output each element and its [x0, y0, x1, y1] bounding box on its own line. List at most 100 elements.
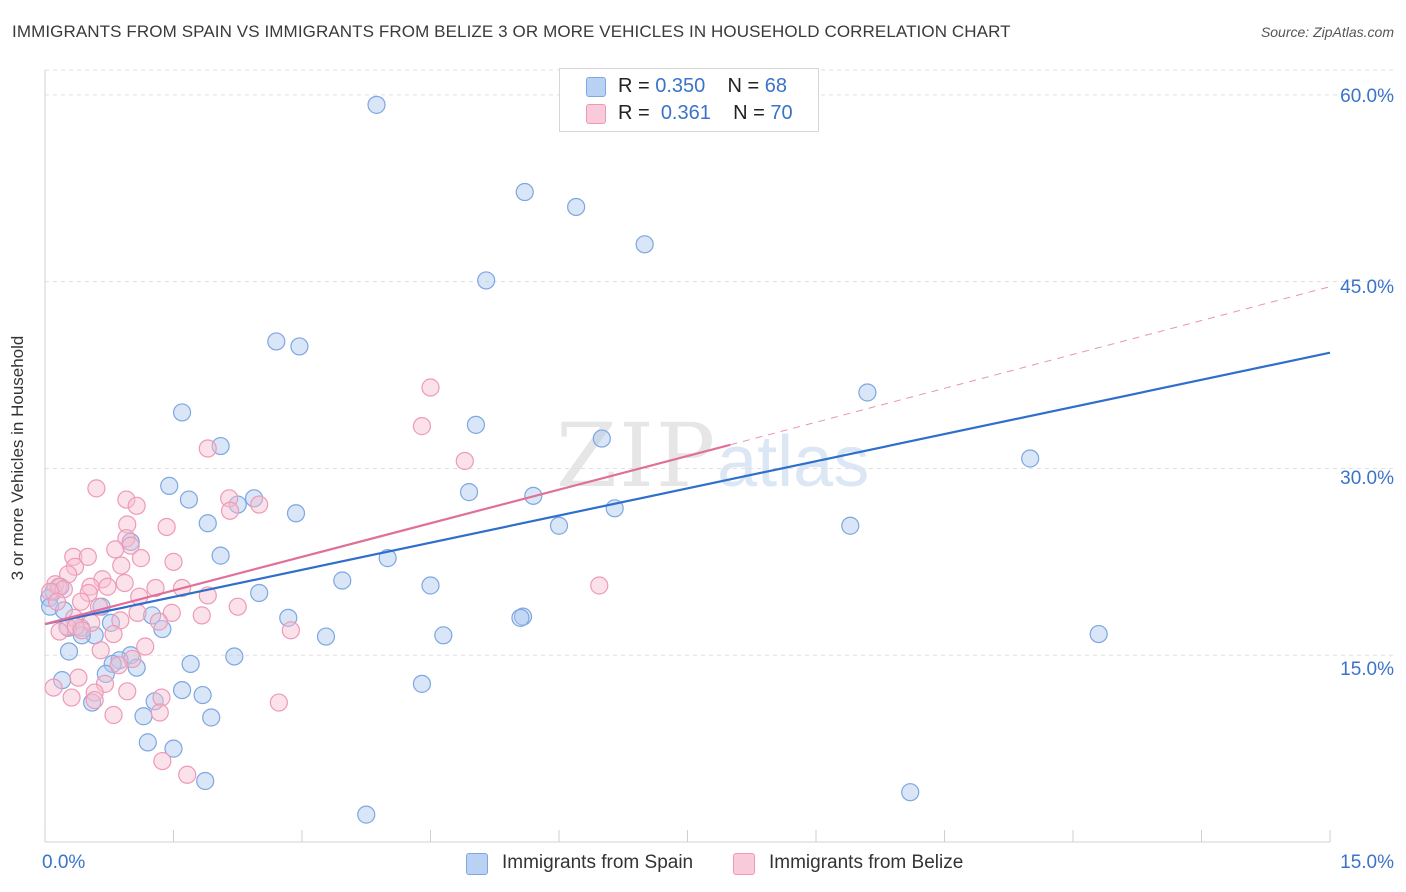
bottom-legend-belize-label: Immigrants from Belize	[769, 852, 964, 873]
spain-point	[103, 654, 122, 674]
belize-point	[178, 765, 197, 784]
spain-point	[841, 516, 860, 535]
belize-point	[115, 573, 134, 593]
spain-point	[412, 674, 432, 693]
belize-point	[109, 656, 128, 675]
spain-point	[901, 783, 920, 802]
watermark-atlas: atlas	[717, 422, 870, 502]
spain-point	[434, 626, 453, 645]
belize-point	[128, 603, 147, 622]
belize-point	[98, 577, 117, 596]
spain-point	[142, 606, 162, 625]
belize-point	[228, 597, 247, 616]
belize-point	[127, 496, 146, 515]
spain-point	[459, 483, 479, 502]
belize-point	[131, 549, 151, 568]
spain-point	[1021, 449, 1040, 468]
belize-point	[455, 451, 474, 471]
belize-point	[269, 693, 288, 712]
belize-point	[220, 501, 240, 520]
y-tick-label: 60.0%	[1340, 86, 1394, 107]
belize-point	[104, 705, 123, 725]
spain-point	[196, 771, 215, 791]
belize-point	[157, 517, 176, 537]
belize-point	[412, 417, 432, 436]
belize-point	[106, 540, 125, 559]
belize-point	[421, 378, 440, 397]
spain-point	[193, 685, 212, 705]
spain-point	[267, 332, 286, 351]
spain-point	[134, 707, 153, 726]
spain-point	[477, 271, 496, 290]
spain-point	[511, 608, 530, 627]
spain-point	[164, 739, 183, 758]
spain-point	[592, 429, 611, 448]
belize-point	[41, 582, 60, 601]
spain-point	[367, 95, 386, 114]
belize-point	[65, 557, 85, 576]
r-value-belize: 0.361	[660, 102, 711, 124]
spain-point	[357, 805, 376, 824]
belize-point	[136, 637, 155, 656]
belize-point	[59, 565, 78, 584]
spain-point	[202, 708, 221, 727]
belize-swatch	[733, 853, 755, 875]
belize-swatch	[586, 104, 606, 124]
belize-point	[44, 678, 63, 697]
spain-point	[172, 403, 192, 422]
spain-point	[59, 642, 79, 661]
bottom-legend-spain-label: Immigrants from Spain	[502, 852, 694, 873]
belize-point	[146, 578, 165, 598]
belize-point	[121, 536, 140, 555]
belize-point	[47, 592, 67, 611]
chart-title: IMMIGRANTS FROM SPAIN VS IMMIGRANTS FROM…	[12, 22, 1011, 41]
belize-point	[87, 479, 106, 498]
spain-point	[250, 583, 269, 603]
r-value-spain: 0.350	[655, 75, 706, 97]
belize-point	[117, 490, 136, 509]
spain-point	[466, 415, 486, 434]
belize-point	[192, 606, 211, 625]
spain-point	[316, 627, 336, 646]
r-label: R =	[618, 102, 650, 124]
n-value-spain: 68	[764, 75, 788, 97]
spain-point	[549, 516, 569, 535]
belize-point	[85, 690, 104, 710]
belize-point	[149, 612, 169, 631]
spain-point	[96, 664, 115, 684]
spain-point	[515, 182, 534, 202]
spain-point	[138, 733, 157, 752]
n-value-belize: 70	[770, 102, 793, 124]
spain-point	[211, 546, 230, 565]
spain-point	[286, 504, 306, 523]
spain-point	[333, 571, 352, 590]
y-tick-label: 30.0%	[1340, 468, 1394, 489]
source-credit: Source: ZipAtlas.com	[1260, 24, 1394, 40]
n-label: N =	[733, 102, 765, 124]
belize-point	[71, 592, 91, 611]
legend-stats-belize: R = 0.361 N = 70	[618, 102, 793, 125]
legend-stats-spain: R = 0.350 N = 68	[618, 75, 787, 98]
watermark: ZIPatlas	[556, 404, 869, 507]
spain-swatch	[466, 853, 488, 875]
belize-point	[91, 641, 110, 660]
spain-point	[160, 476, 179, 495]
spain-point	[179, 490, 199, 509]
belize-point	[78, 547, 97, 566]
belize-point	[104, 624, 123, 644]
belize-point	[590, 576, 609, 595]
belize-point	[162, 603, 181, 622]
belize-point	[150, 703, 169, 722]
spain-point	[225, 647, 244, 666]
spain-point	[378, 549, 397, 568]
belize-point	[153, 751, 172, 771]
belize-point	[112, 556, 131, 575]
spain-swatch	[586, 77, 606, 97]
x-tick-label-max: 15.0%	[1340, 852, 1394, 873]
belize-point	[85, 683, 104, 702]
spain-point	[172, 680, 192, 700]
belize-point	[198, 439, 217, 458]
belize-point	[62, 688, 81, 707]
spain-point	[127, 658, 146, 677]
y-axis-label: 3 or more Vehicles in Household	[8, 335, 27, 581]
